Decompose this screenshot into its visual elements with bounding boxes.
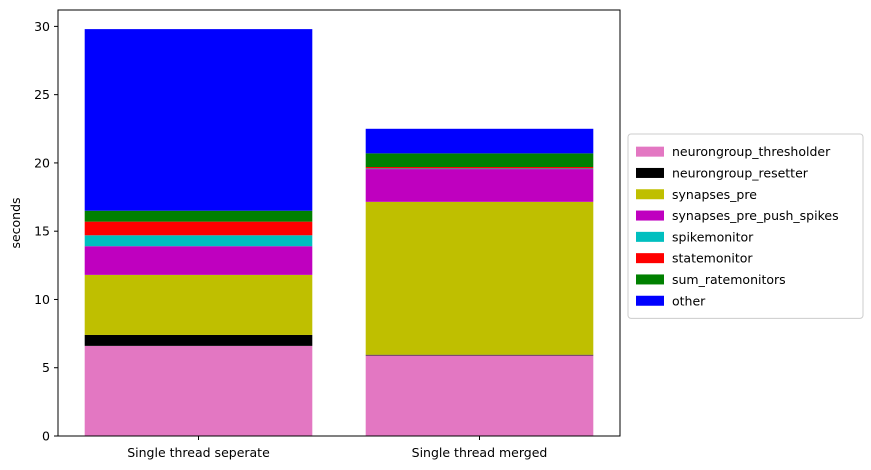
- legend-label-synapses-pre-push-spikes: synapses_pre_push_spikes: [672, 208, 839, 223]
- legend-swatch-synapses-pre: [636, 189, 664, 200]
- y-axis-label: seconds: [8, 197, 23, 248]
- y-tick-label: 0: [42, 429, 50, 444]
- plot-area-frame: [57, 9, 621, 437]
- legend-swatch-neurongroup-thresholder: [636, 146, 664, 157]
- legend: neurongroup_thresholder neurongroup_reset…: [627, 133, 864, 319]
- bar-segment-other-1: [365, 128, 594, 154]
- bar-segment-sum-ratemonitors-0: [84, 210, 313, 222]
- legend-swatch-other: [636, 295, 664, 306]
- y-tick-label: 20: [34, 155, 50, 170]
- legend-swatch-statemonitor: [636, 253, 664, 264]
- legend-box: [627, 133, 864, 319]
- legend-label-spikemonitor: spikemonitor: [672, 229, 754, 244]
- bar-segment-statemonitor-0: [84, 221, 313, 236]
- bar-segment-neurongroup-thresholder-0: [84, 345, 313, 436]
- legend-label-sum-ratemonitors: sum_ratemonitors: [672, 272, 786, 287]
- legend-swatch-neurongroup-resetter: [636, 167, 664, 178]
- bar-segment-synapses-pre-1: [365, 201, 594, 355]
- y-axis: 0 5 10 15 20 25 30: [34, 19, 58, 444]
- y-tick-label: 15: [34, 224, 50, 239]
- legend-swatch-spikemonitor: [636, 231, 664, 242]
- y-tick-label: 25: [34, 87, 50, 102]
- x-tick-label: Single thread merged: [412, 445, 548, 460]
- bar-segment-spikemonitor-1: [365, 168, 594, 170]
- legend-label-statemonitor: statemonitor: [672, 251, 753, 266]
- bar-segment-synapses-pre-push-spikes-1: [365, 169, 594, 202]
- x-tick-label: Single thread seperate: [127, 445, 270, 460]
- legend-label-synapses-pre: synapses_pre: [672, 187, 757, 202]
- bar-segment-synapses-pre-push-spikes-0: [84, 246, 313, 275]
- legend-label-other: other: [672, 293, 706, 308]
- y-tick-label: 10: [34, 292, 50, 307]
- bars-layer: [84, 29, 594, 436]
- y-tick-label: 30: [34, 19, 50, 34]
- y-tick-label: 5: [42, 360, 50, 375]
- x-axis: Single thread seperate Single thread merg…: [127, 436, 547, 460]
- bar-segment-statemonitor-1: [365, 167, 594, 169]
- bar-segment-synapses-pre-0: [84, 274, 313, 335]
- bar-segment-neurongroup-resetter-0: [84, 334, 313, 346]
- legend-swatch-synapses-pre-push-spikes: [636, 210, 664, 221]
- legend-swatch-sum-ratemonitors: [636, 274, 664, 285]
- legend-label-neurongroup-thresholder: neurongroup_thresholder: [672, 144, 831, 159]
- bar-segment-sum-ratemonitors-1: [365, 153, 594, 168]
- legend-label-neurongroup-resetter: neurongroup_resetter: [672, 165, 809, 180]
- bar-segment-neurongroup-thresholder-1: [365, 355, 594, 436]
- bar-segment-spikemonitor-0: [84, 235, 313, 247]
- bar-segment-neurongroup-resetter-1: [365, 354, 594, 356]
- bar-segment-other-0: [84, 29, 313, 211]
